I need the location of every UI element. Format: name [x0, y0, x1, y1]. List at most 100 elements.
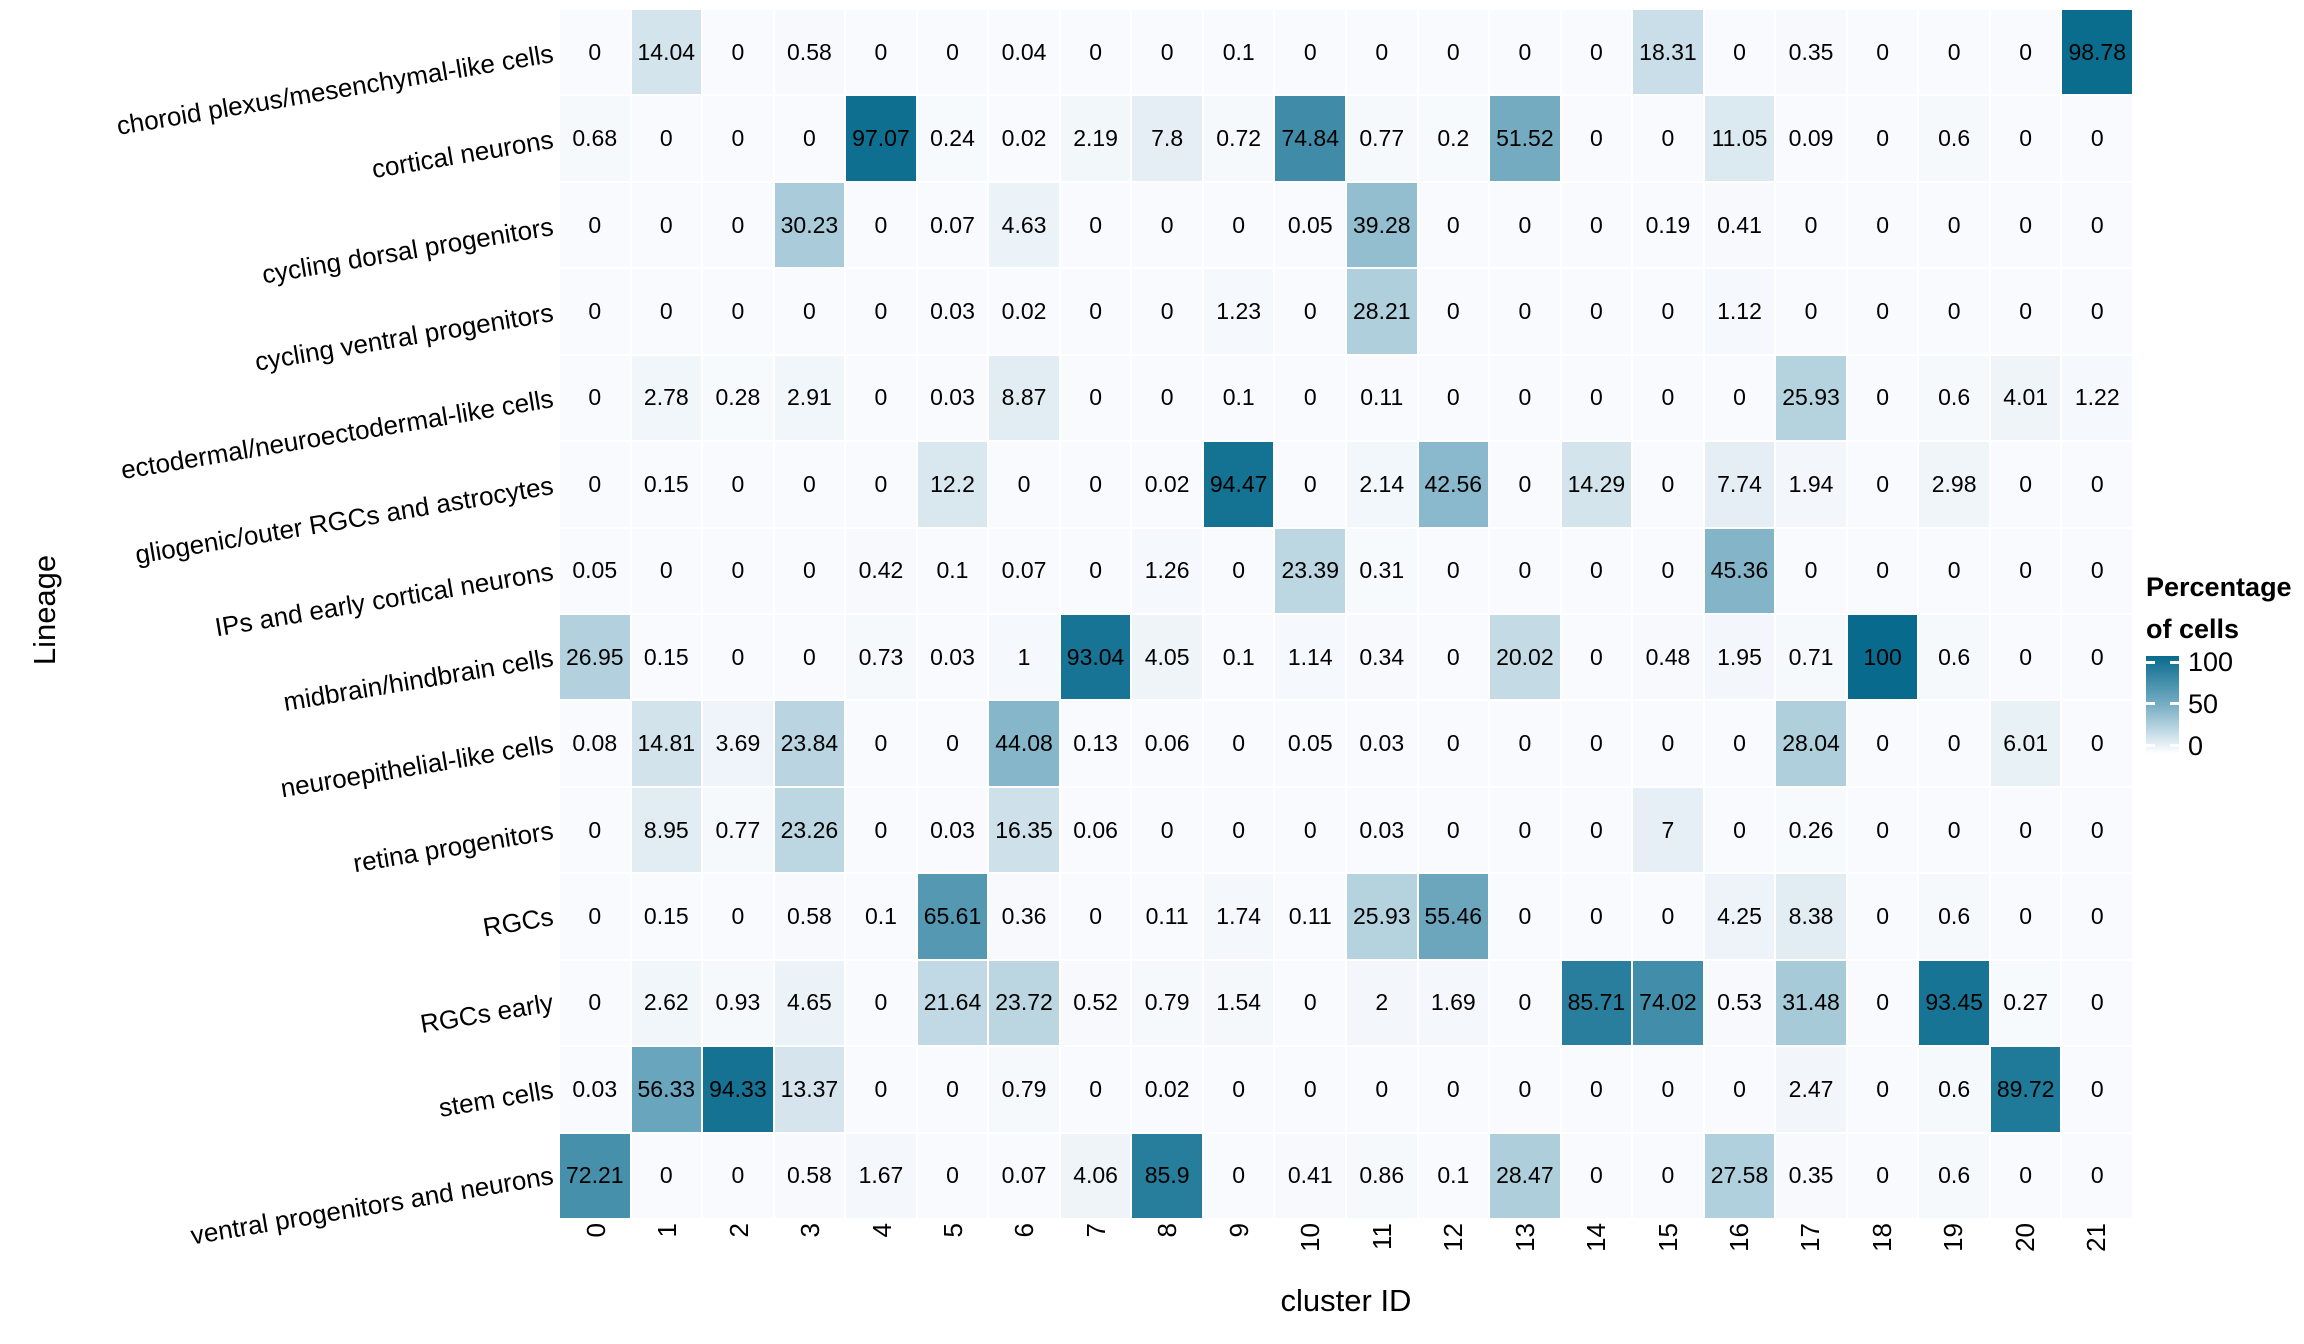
- heatmap-cell: 0.2: [1418, 96, 1489, 181]
- heatmap-cell: 2.62: [631, 960, 702, 1046]
- heatmap-cell: 25.93: [1347, 874, 1417, 959]
- heatmap-cell: 0: [1347, 10, 1417, 95]
- heatmap-cell: 0: [1847, 787, 1918, 873]
- heatmap-cell: 11.05: [1704, 96, 1775, 181]
- col-label: 18: [1866, 1223, 1897, 1252]
- heatmap-cell: 0: [846, 787, 916, 873]
- heatmap-cell: 0: [1418, 615, 1489, 700]
- heatmap-cell: 0: [1060, 874, 1131, 959]
- heatmap-cell: 0.34: [1347, 615, 1417, 700]
- heatmap-cell: 0: [560, 182, 630, 268]
- heatmap-cell: 0: [703, 442, 773, 527]
- heatmap-cell: 0: [1418, 269, 1489, 354]
- heatmap-cell: 16.35: [989, 787, 1059, 873]
- legend-tick-label: 100: [2188, 647, 2234, 677]
- heatmap-cell: 0: [1847, 528, 1918, 613]
- heatmap-cell: 0.1: [846, 874, 916, 959]
- col-label: 20: [2009, 1223, 2040, 1252]
- heatmap-cell: 0: [1132, 355, 1202, 441]
- heatmap-cell: 89.72: [1990, 1047, 2061, 1132]
- heatmap-cell: 0.1: [917, 528, 988, 613]
- heatmap-cell: 0.07: [989, 528, 1059, 613]
- col-label: 16: [1724, 1223, 1754, 1252]
- heatmap-cell: 0: [1990, 787, 2061, 873]
- heatmap-cell: 0.86: [1347, 1133, 1417, 1218]
- heatmap-cell: 0: [1203, 701, 1274, 786]
- heatmap-cell: 0.03: [560, 1047, 630, 1132]
- heatmap-cell: 0: [1847, 1047, 1918, 1132]
- heatmap-cell: 0: [631, 1133, 702, 1218]
- heatmap-cell: 0: [560, 10, 630, 95]
- heatmap-cell: 1.74: [1203, 874, 1274, 959]
- heatmap-cell: 0: [2062, 615, 2132, 700]
- heatmap-cell: 4.25: [1704, 874, 1775, 959]
- heatmap-cell: 98.78: [2062, 10, 2132, 95]
- heatmap-cell: 0: [703, 96, 773, 181]
- heatmap-cell: 0: [1490, 787, 1560, 873]
- heatmap-cell: 85.71: [1561, 960, 1632, 1046]
- heatmap-cell: 100: [1847, 615, 1918, 700]
- heatmap-cell: 0: [1919, 182, 1989, 268]
- heatmap-cell: 0: [1633, 1133, 1703, 1218]
- heatmap-cell: 0: [2062, 787, 2132, 873]
- heatmap-cell: 94.47: [1203, 442, 1274, 527]
- heatmap-cell: 0: [1132, 269, 1202, 354]
- heatmap-cell: 0.03: [917, 355, 988, 441]
- heatmap-cell: 0: [774, 269, 845, 354]
- heatmap-cell: 0.06: [1060, 787, 1131, 873]
- heatmap-cell: 0.02: [1132, 442, 1202, 527]
- heatmap-cell: 0: [1990, 182, 2061, 268]
- heatmap-cell: 0: [631, 182, 702, 268]
- heatmap-cell: 0: [1132, 787, 1202, 873]
- heatmap-cell: 0: [1203, 1047, 1274, 1132]
- heatmap-cell: 0.03: [917, 269, 988, 354]
- heatmap-cell: 26.95: [560, 615, 630, 700]
- heatmap-cell: 0: [1990, 10, 2061, 95]
- heatmap-cell: 0: [1418, 355, 1489, 441]
- heatmap-cell: 0: [1633, 355, 1703, 441]
- heatmap-cell: 0: [1060, 442, 1131, 527]
- heatmap-cell: 0: [1847, 355, 1918, 441]
- heatmap-cell: 0.42: [846, 528, 916, 613]
- col-label: 14: [1581, 1223, 1612, 1252]
- heatmap-cell: 2: [1347, 960, 1417, 1046]
- heatmap-cell: 0: [1060, 355, 1131, 441]
- heatmap-cell: 0: [1847, 442, 1918, 527]
- heatmap-cell: 0.93: [703, 960, 773, 1046]
- heatmap-cell: 0: [1561, 355, 1632, 441]
- legend-tick-mark: [2146, 661, 2155, 664]
- heatmap-cell: 0: [1561, 269, 1632, 354]
- heatmap-cell: 74.02: [1633, 960, 1703, 1046]
- heatmap-cell: 0.28: [703, 355, 773, 441]
- heatmap-cell: 0: [560, 442, 630, 527]
- heatmap-cell: 0.03: [917, 615, 988, 700]
- heatmap-cell: 13.37: [774, 1047, 845, 1132]
- heatmap-cell: 0: [1275, 960, 1345, 1046]
- heatmap-cell: 0: [846, 10, 916, 95]
- heatmap-cell: 45.36: [1704, 528, 1775, 613]
- heatmap-cell: 0: [1990, 615, 2061, 700]
- heatmap-cell: 0: [1847, 269, 1918, 354]
- heatmap-cell: 0: [1060, 1047, 1131, 1132]
- heatmap-cell: 0.1: [1418, 1133, 1489, 1218]
- heatmap-cell: 42.56: [1418, 442, 1489, 527]
- heatmap-cell: 0: [1418, 787, 1489, 873]
- heatmap-cell: 0: [2062, 1047, 2132, 1132]
- heatmap-cell: 0.19: [1633, 182, 1703, 268]
- heatmap-cell: 0: [1490, 442, 1560, 527]
- heatmap-cell: 0: [1060, 528, 1131, 613]
- heatmap-cell: 0.6: [1919, 96, 1989, 181]
- heatmap-cell: 0.05: [560, 528, 630, 613]
- heatmap-cell: 0: [1919, 10, 1989, 95]
- heatmap-cell: 4.05: [1132, 615, 1202, 700]
- heatmap-cell: 28.04: [1776, 701, 1846, 786]
- heatmap-cell: 0.1: [1203, 10, 1274, 95]
- legend: Percentage of cells 100 50 0: [2140, 560, 2304, 780]
- heatmap-cell: 0.79: [1132, 960, 1202, 1046]
- heatmap-cell: 0: [631, 528, 702, 613]
- heatmap-cell: 0: [703, 615, 773, 700]
- heatmap-cell: 0.04: [989, 10, 1059, 95]
- heatmap-cell: 0: [1776, 269, 1846, 354]
- heatmap-cell: 12.2: [917, 442, 988, 527]
